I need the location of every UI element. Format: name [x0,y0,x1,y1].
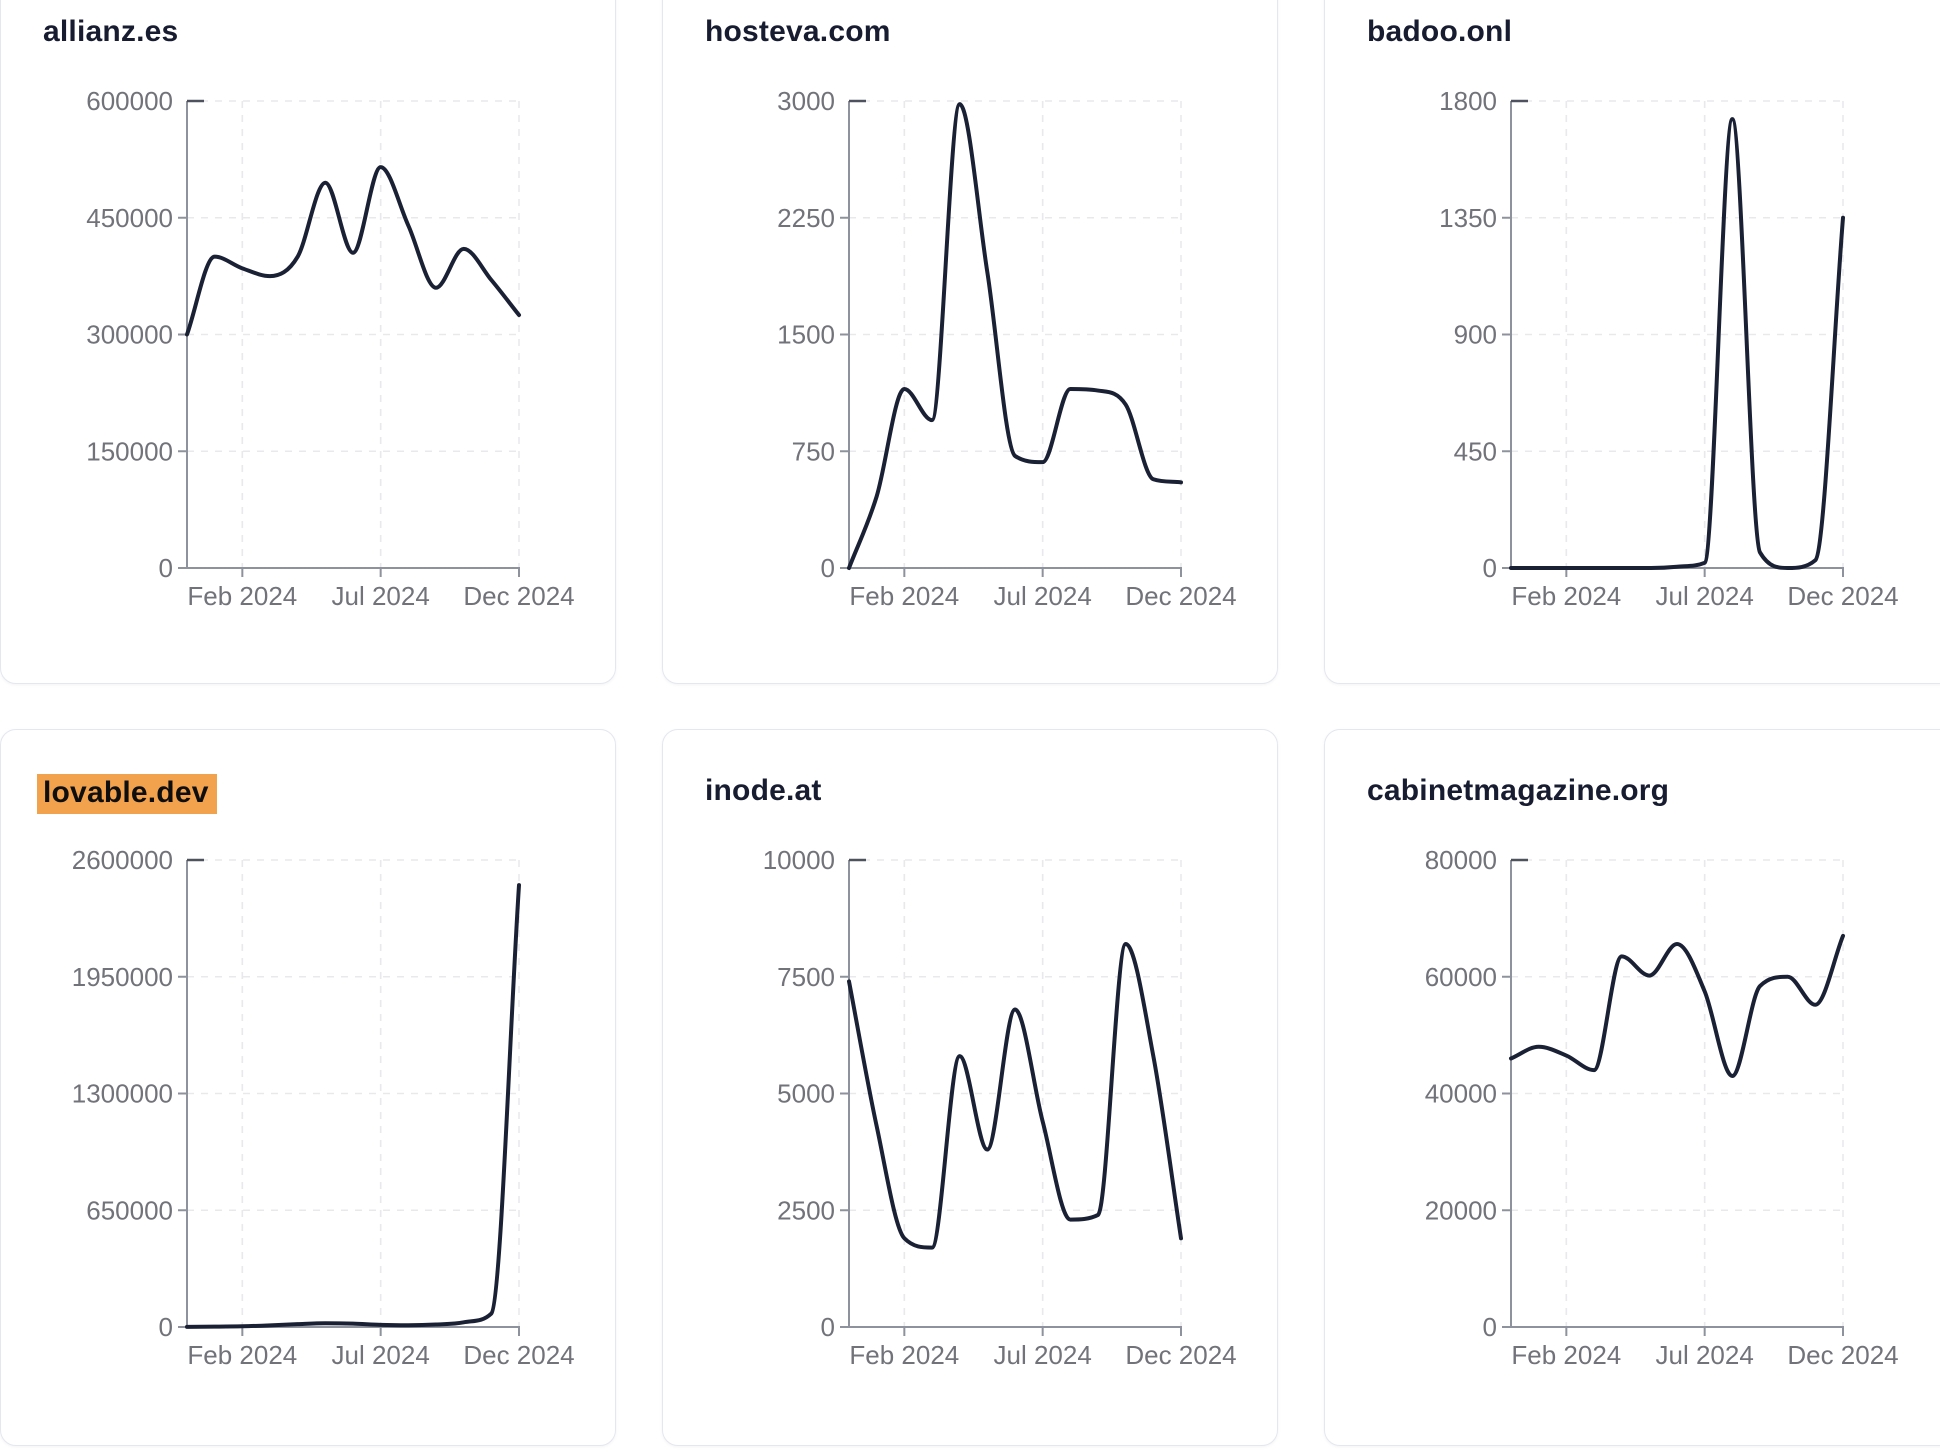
chart-title-highlight[interactable]: lovable.dev [37,774,217,814]
trend-line [1509,117,1845,570]
x-axis-tick-label: Feb 2024 [187,581,297,611]
chart-title-text[interactable]: badoo.onl [1367,15,1513,48]
y-axis-tick-label: 3000 [777,86,835,116]
y-axis-tick-label: 0 [821,553,835,583]
chart-card: allianz.es 0 150000 300000 450000 600000 Feb 2… [0,0,616,684]
chart-title: inode.at [705,774,822,808]
y-axis-tick-label: 5000 [777,1079,835,1109]
chart-card: cabinetmagazine.org 0 20000 40000 60000 80000… [1324,729,1940,1446]
y-axis-tick-label: 60000 [1425,962,1497,992]
gridlines [187,100,520,568]
y-axis-tick-label: 2500 [777,1195,835,1225]
x-axis-tick-label: Dec 2024 [1125,1340,1236,1370]
y-axis-tick-label: 1350 [1439,203,1497,233]
chart-title: badoo.onl [1367,15,1512,49]
gridlines [849,859,1182,1327]
axes [1502,860,1844,1336]
x-axis-tick-label: Feb 2024 [1511,1340,1621,1370]
x-axis-tick-label: Feb 2024 [849,581,959,611]
trend-line [185,883,521,1329]
chart-title-text[interactable]: cabinetmagazine.org [1367,774,1670,807]
line-chart: 0 150000 300000 450000 600000 Feb 2024 Jul 202… [86,86,574,611]
x-axis-tick-label: Jul 2024 [1656,581,1754,611]
line-chart: 0 20000 40000 60000 80000 Feb 2024 Jul 2024 Dec… [1425,845,1899,1370]
y-axis-tick-label: 750 [792,436,835,466]
x-axis-tick-label: Jul 2024 [994,1340,1092,1370]
trend-line [847,942,1183,1250]
y-axis-tick-label: 1300000 [72,1079,173,1109]
x-axis-tick-label: Feb 2024 [187,1340,297,1370]
y-axis-tick-label: 0 [159,1312,173,1342]
x-axis-tick-label: Jul 2024 [1656,1340,1754,1370]
chart-card: hosteva.com 0 750 1500 2250 3000 Feb 2024 Jul 2… [662,0,1278,684]
x-axis-tick-label: Dec 2024 [1787,581,1898,611]
y-axis-tick-label: 40000 [1425,1079,1497,1109]
gridlines [1511,100,1844,568]
y-axis-tick-label: 600000 [86,86,173,116]
line-chart: 0 650000 1300000 1950000 2600000 Feb 2024 Jul … [72,845,575,1370]
y-axis-tick-label: 0 [1483,553,1497,583]
chart-title: cabinetmagazine.org [1367,774,1669,808]
y-axis-tick-label: 150000 [86,436,173,466]
axes [178,860,520,1336]
x-axis-tick-label: Feb 2024 [1511,581,1621,611]
x-axis-tick-label: Jul 2024 [994,581,1092,611]
line-chart: 0 2500 5000 7500 10000 Feb 2024 Jul 2024 Dec 20… [763,845,1237,1370]
chart-title: lovable.dev [37,774,217,814]
chart-title-text[interactable]: inode.at [705,774,822,807]
chart-card: lovable.dev 0 650000 1300000 1950000 2600000 F… [0,729,616,1446]
trend-line [185,165,521,337]
x-axis-tick-label: Feb 2024 [849,1340,959,1370]
chart-title: hosteva.com [705,15,891,49]
y-axis-tick-label: 0 [1483,1312,1497,1342]
y-axis-tick-label: 650000 [86,1195,173,1225]
y-axis-tick-label: 0 [159,553,173,583]
y-axis-tick-label: 10000 [763,845,835,875]
x-axis-tick-label: Dec 2024 [463,1340,574,1370]
y-axis-tick-label: 450 [1454,436,1497,466]
chart-card: inode.at 0 2500 5000 7500 10000 Feb 2024 Jul 20… [662,729,1278,1446]
x-axis-tick-label: Dec 2024 [1125,581,1236,611]
x-axis-tick-label: Dec 2024 [1787,1340,1898,1370]
gridlines [849,100,1182,568]
y-axis-tick-label: 1500 [777,320,835,350]
y-axis-tick-label: 450000 [86,203,173,233]
y-axis-tick-label: 2600000 [72,845,173,875]
trend-line [847,102,1183,570]
line-chart: 0 750 1500 2250 3000 Feb 2024 Jul 2024 Dec 2024 [777,86,1237,611]
y-axis-tick-label: 1950000 [72,962,173,992]
x-axis-tick-label: Jul 2024 [332,1340,430,1370]
chart-title-text[interactable]: hosteva.com [705,15,891,48]
chart-title-text[interactable]: allianz.es [43,15,179,48]
chart-title: allianz.es [43,15,178,49]
line-chart: 0 450 900 1350 1800 Feb 2024 Jul 2024 Dec 2024 [1439,86,1899,611]
y-axis-tick-label: 80000 [1425,845,1497,875]
gridlines [1511,859,1844,1327]
y-axis-tick-label: 20000 [1425,1195,1497,1225]
y-axis-tick-label: 300000 [86,320,173,350]
x-axis-tick-label: Jul 2024 [332,581,430,611]
trend-line [1509,933,1845,1078]
axes [840,860,1182,1336]
y-axis-tick-label: 0 [821,1312,835,1342]
chart-card: badoo.onl 0 450 900 1350 1800 Feb 2024 Jul 2024… [1324,0,1940,684]
x-axis-tick-label: Dec 2024 [463,581,574,611]
y-axis-tick-label: 2250 [777,203,835,233]
y-axis-tick-label: 900 [1454,320,1497,350]
axes [840,101,1182,577]
y-axis-tick-label: 1800 [1439,86,1497,116]
y-axis-tick-label: 7500 [777,962,835,992]
axes [1502,101,1844,577]
axes [178,101,520,577]
gridlines [187,859,520,1327]
